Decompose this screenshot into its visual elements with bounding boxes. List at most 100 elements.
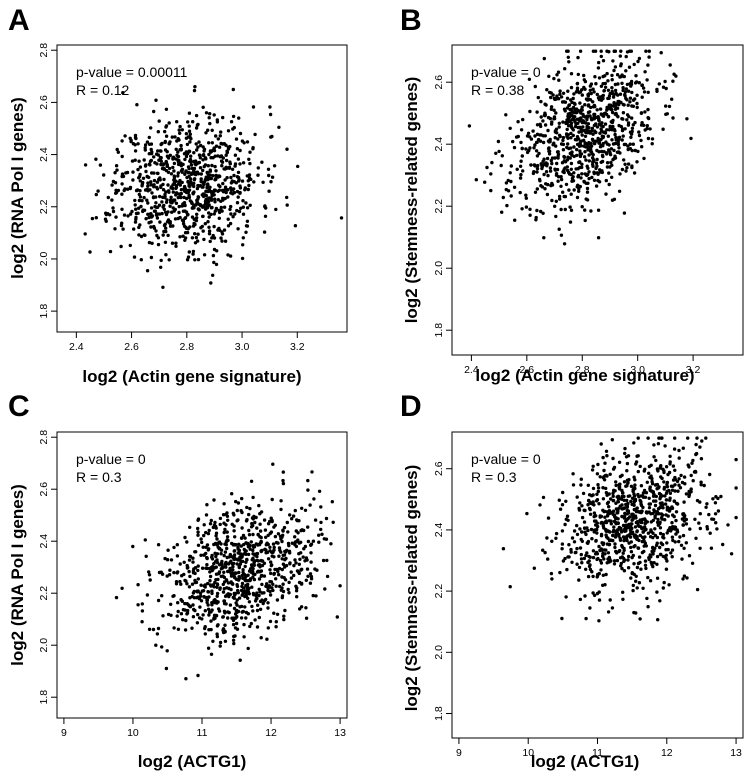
data-point bbox=[591, 100, 595, 104]
data-point bbox=[601, 554, 605, 558]
data-point bbox=[567, 188, 571, 192]
data-point bbox=[225, 530, 229, 534]
data-point bbox=[657, 436, 661, 440]
data-point bbox=[116, 150, 121, 154]
data-point bbox=[283, 549, 287, 554]
data-point bbox=[501, 547, 506, 551]
data-point bbox=[541, 134, 546, 138]
data-point bbox=[220, 232, 225, 236]
data-point bbox=[602, 557, 606, 561]
data-point bbox=[631, 123, 635, 127]
data-point bbox=[266, 167, 271, 171]
data-point bbox=[108, 249, 113, 254]
data-point bbox=[605, 128, 609, 132]
data-point bbox=[181, 618, 185, 622]
data-point bbox=[648, 554, 652, 558]
data-point bbox=[250, 585, 254, 589]
data-point bbox=[201, 158, 205, 162]
data-point bbox=[588, 84, 593, 88]
data-point bbox=[632, 516, 636, 520]
data-point bbox=[585, 198, 590, 202]
data-point bbox=[139, 204, 143, 209]
data-point bbox=[175, 153, 179, 157]
data-point bbox=[168, 224, 173, 228]
data-point bbox=[319, 520, 323, 525]
data-point bbox=[158, 149, 162, 153]
data-point bbox=[239, 536, 244, 540]
data-point bbox=[559, 207, 563, 212]
data-point bbox=[329, 542, 333, 546]
data-point bbox=[592, 159, 596, 163]
data-point bbox=[631, 104, 636, 109]
data-point bbox=[641, 86, 646, 90]
data-point bbox=[606, 134, 610, 138]
data-point bbox=[589, 144, 594, 148]
data-point bbox=[556, 179, 560, 183]
data-point bbox=[676, 489, 680, 493]
data-point bbox=[171, 206, 175, 210]
data-point bbox=[201, 205, 205, 209]
data-point bbox=[555, 161, 559, 166]
data-point bbox=[182, 572, 186, 577]
data-point bbox=[114, 164, 119, 168]
data-point bbox=[634, 80, 639, 84]
data-point bbox=[640, 526, 644, 531]
data-point bbox=[193, 162, 197, 166]
data-point bbox=[591, 549, 596, 553]
data-point bbox=[135, 103, 139, 107]
data-point bbox=[282, 576, 286, 580]
data-point bbox=[563, 109, 567, 113]
data-point bbox=[511, 139, 515, 144]
data-point bbox=[322, 537, 326, 541]
data-point bbox=[199, 172, 203, 176]
data-point bbox=[560, 616, 564, 621]
data-point bbox=[249, 479, 254, 483]
data-point bbox=[613, 65, 618, 69]
data-point bbox=[199, 143, 203, 148]
data-point bbox=[612, 101, 616, 105]
data-point bbox=[545, 156, 550, 161]
data-point bbox=[643, 110, 647, 114]
data-point bbox=[266, 626, 270, 630]
data-point bbox=[185, 602, 189, 606]
data-point bbox=[208, 570, 212, 574]
data-point bbox=[595, 472, 600, 476]
data-point bbox=[156, 130, 160, 134]
data-point bbox=[524, 193, 528, 197]
data-point bbox=[161, 614, 165, 618]
data-point bbox=[268, 531, 272, 536]
data-point bbox=[563, 166, 567, 170]
data-point bbox=[300, 528, 304, 532]
data-point bbox=[207, 215, 211, 219]
data-point bbox=[149, 142, 154, 146]
data-point bbox=[228, 603, 233, 607]
data-point bbox=[285, 520, 289, 525]
data-point bbox=[236, 170, 241, 175]
data-point bbox=[622, 158, 626, 162]
data-point bbox=[659, 516, 664, 520]
data-point bbox=[616, 494, 621, 498]
data-point bbox=[642, 488, 647, 493]
data-point bbox=[591, 574, 595, 579]
data-point bbox=[655, 590, 659, 594]
data-point bbox=[599, 534, 604, 538]
data-point bbox=[234, 137, 239, 141]
data-point bbox=[178, 131, 182, 135]
data-point bbox=[662, 480, 666, 484]
data-point bbox=[314, 594, 318, 598]
data-point bbox=[554, 214, 558, 219]
data-point bbox=[207, 116, 211, 120]
data-point bbox=[643, 528, 647, 532]
data-point bbox=[178, 579, 182, 584]
data-point bbox=[181, 234, 185, 238]
data-point bbox=[585, 145, 589, 149]
data-point bbox=[146, 201, 150, 205]
data-point bbox=[213, 616, 217, 620]
data-point bbox=[559, 175, 563, 179]
data-point bbox=[274, 540, 279, 545]
data-point bbox=[682, 475, 687, 479]
data-point bbox=[234, 577, 239, 581]
data-point bbox=[215, 118, 219, 122]
data-point bbox=[539, 209, 543, 214]
data-point bbox=[251, 552, 255, 556]
